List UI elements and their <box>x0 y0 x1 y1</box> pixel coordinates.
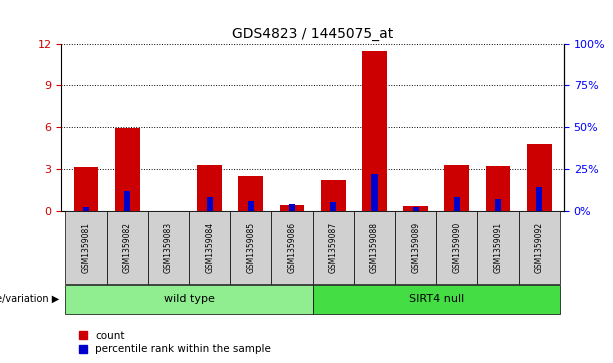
Text: GSM1359087: GSM1359087 <box>329 222 338 273</box>
Legend: count, percentile rank within the sample: count, percentile rank within the sample <box>78 331 272 354</box>
Bar <box>527 144 552 211</box>
Bar <box>536 187 543 211</box>
Bar <box>83 207 89 211</box>
Text: GSM1359092: GSM1359092 <box>535 222 544 273</box>
Bar <box>485 166 511 211</box>
Text: GSM1359088: GSM1359088 <box>370 222 379 273</box>
Text: wild type: wild type <box>164 294 215 304</box>
Text: GSM1359086: GSM1359086 <box>287 222 297 273</box>
Text: GSM1359081: GSM1359081 <box>82 222 91 273</box>
Bar <box>330 202 337 211</box>
Text: GSM1359091: GSM1359091 <box>493 222 503 273</box>
Bar <box>280 205 305 211</box>
Bar <box>444 165 469 211</box>
Bar <box>74 167 98 211</box>
Text: GSM1359089: GSM1359089 <box>411 222 420 273</box>
Bar <box>197 165 222 211</box>
Text: GSM1359082: GSM1359082 <box>123 222 132 273</box>
Bar <box>413 207 419 211</box>
Text: GSM1359085: GSM1359085 <box>246 222 256 273</box>
Text: GSM1359090: GSM1359090 <box>452 222 462 273</box>
Title: GDS4823 / 1445075_at: GDS4823 / 1445075_at <box>232 27 394 41</box>
Bar <box>371 174 378 211</box>
Text: GSM1359083: GSM1359083 <box>164 222 173 273</box>
Bar <box>238 176 263 211</box>
Bar <box>289 204 295 211</box>
Bar <box>115 129 140 211</box>
Text: genotype/variation ▶: genotype/variation ▶ <box>0 294 59 304</box>
Bar <box>124 191 131 211</box>
Bar <box>454 197 460 211</box>
Bar <box>495 199 501 211</box>
Text: GSM1359084: GSM1359084 <box>205 222 214 273</box>
Bar <box>362 50 387 211</box>
Bar <box>207 197 213 211</box>
Bar <box>248 200 254 211</box>
Text: SIRT4 null: SIRT4 null <box>409 294 464 304</box>
Bar <box>321 180 346 211</box>
Bar <box>403 206 428 211</box>
